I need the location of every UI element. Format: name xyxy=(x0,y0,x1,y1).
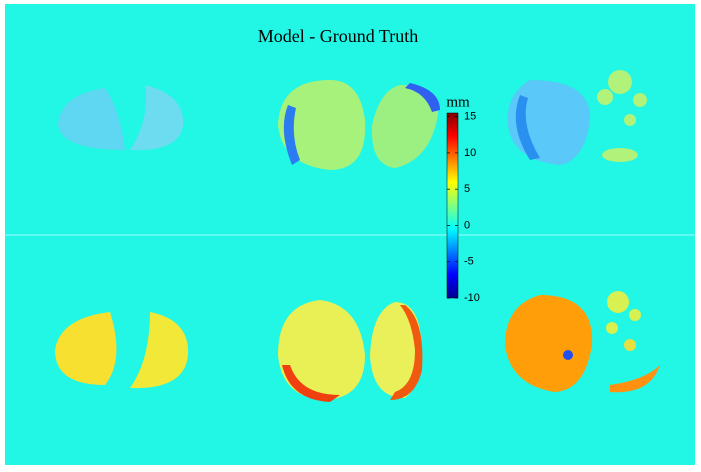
top-left-image xyxy=(58,85,184,151)
colorbar-ticks: 15 10 5 0 -5 -10 xyxy=(447,111,480,304)
bottom-middle-image xyxy=(278,300,423,402)
tick-label: 10 xyxy=(464,147,476,159)
tick-label: -10 xyxy=(464,292,480,304)
colorbar xyxy=(446,112,459,299)
bottom-left-image xyxy=(55,312,189,389)
tick-label: -5 xyxy=(464,256,474,268)
top-middle-image xyxy=(278,80,440,170)
colorbar-label: mm xyxy=(446,94,470,110)
top-right-image xyxy=(507,70,647,165)
bottom-right-image xyxy=(505,291,660,393)
tick-label: 15 xyxy=(464,111,476,123)
tick-label: 5 xyxy=(464,183,470,195)
chart-title: Model - Ground Truth xyxy=(258,26,419,46)
tick-label: 0 xyxy=(464,219,470,231)
